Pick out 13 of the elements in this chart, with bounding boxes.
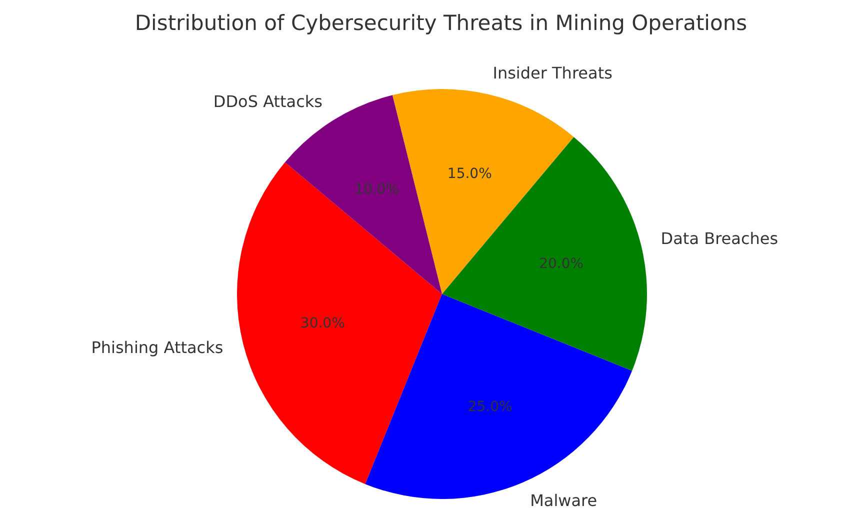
data-label: 15.0% [447, 166, 492, 182]
data-label: 30.0% [300, 316, 345, 332]
data-label: 25.0% [468, 399, 512, 416]
pie-slice [237, 162, 442, 484]
slice-label: Insider Threats [492, 64, 612, 83]
slice-label: Malware [530, 490, 598, 510]
data-label: 10.0% [354, 182, 400, 198]
data-label: 20.0% [539, 256, 584, 272]
slice-label: Data Breaches [660, 228, 778, 248]
slice-label: DDoS Attacks [213, 92, 323, 112]
chart-title: Distribution of Cybersecurity Threats in Mining Operations [134, 11, 748, 35]
pie-slice [442, 136, 647, 371]
slice-label: Phishing Attacks [91, 338, 224, 357]
